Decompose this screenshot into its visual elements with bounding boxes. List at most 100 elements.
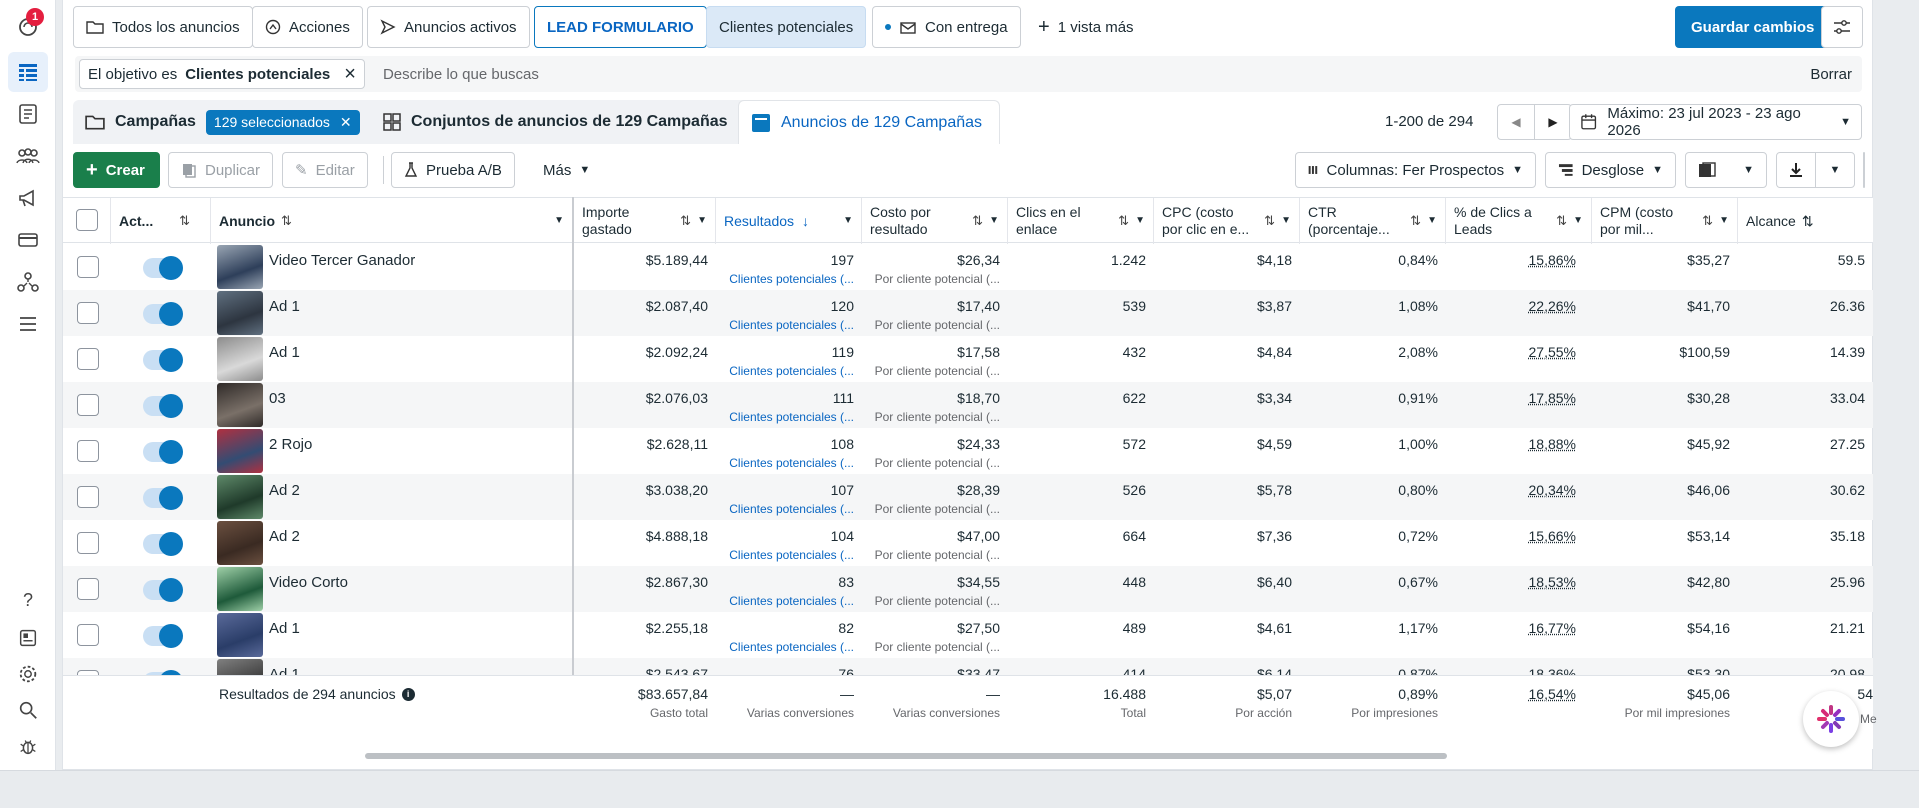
header-status[interactable]: Act... ⇅ bbox=[111, 198, 211, 244]
tab-campaigns[interactable]: Campañas 129 seleccionados ✕ bbox=[73, 100, 545, 144]
campaigns-table-icon[interactable] bbox=[8, 52, 48, 92]
row-checkbox[interactable] bbox=[77, 578, 99, 600]
clear-filters-button[interactable]: Borrar bbox=[1810, 65, 1852, 83]
ad-thumbnail[interactable] bbox=[217, 291, 263, 335]
reports-icon[interactable] bbox=[8, 94, 48, 134]
view-todos-los-anuncios[interactable]: Todos los anuncios bbox=[73, 6, 253, 48]
row-checkbox[interactable] bbox=[77, 624, 99, 646]
table-row[interactable]: 2 Rojo $2.628,11 108 Clientes potenciales (… bbox=[63, 428, 1873, 474]
news-icon[interactable] bbox=[8, 618, 48, 658]
help-icon[interactable]: ? bbox=[22, 589, 33, 610]
table-row[interactable]: Ad 2 $3.038,20 107 Clientes potenciales (..… bbox=[63, 474, 1873, 520]
settings-icon[interactable] bbox=[8, 654, 48, 694]
columns-button[interactable]: Columnas: Fer Prospectos ▼ bbox=[1295, 152, 1536, 188]
row-checkbox[interactable] bbox=[77, 440, 99, 462]
ads-megaphone-icon[interactable] bbox=[8, 178, 48, 218]
table-row[interactable]: 03 $2.076,03 111 Clientes potenciales (... $… bbox=[63, 382, 1873, 428]
view-acciones[interactable]: Acciones bbox=[252, 6, 363, 48]
status-toggle[interactable] bbox=[143, 624, 183, 648]
header-results[interactable]: Resultados ↓ ▼ bbox=[716, 198, 862, 244]
selection-pill[interactable]: 129 seleccionados ✕ bbox=[205, 109, 360, 135]
export-button[interactable] bbox=[1776, 152, 1816, 188]
row-checkbox[interactable] bbox=[77, 348, 99, 370]
cell-subtext[interactable]: Clientes potenciales (... bbox=[729, 502, 854, 516]
ad-name[interactable]: Ad 1 bbox=[269, 344, 300, 361]
row-checkbox[interactable] bbox=[77, 302, 99, 324]
cell-subtext[interactable]: Clientes potenciales (... bbox=[729, 594, 854, 608]
notifications-icon[interactable]: 1 bbox=[8, 6, 48, 46]
status-toggle[interactable] bbox=[143, 670, 183, 675]
header-ctr[interactable]: CTR (porcentaje... ⇅ ▼ bbox=[1300, 198, 1446, 244]
ad-name[interactable]: 03 bbox=[269, 390, 286, 407]
tab-ads[interactable]: Anuncios de 129 Campañas bbox=[738, 100, 1000, 144]
date-range-picker[interactable]: Máximo: 23 jul 2023 - 23 ago 2026 ▼ bbox=[1569, 104, 1862, 140]
ad-name[interactable]: Ad 1 bbox=[269, 666, 300, 675]
next-page-button[interactable]: ▶ bbox=[1534, 104, 1572, 140]
table-row[interactable]: Ad 1 $2.092,24 119 Clientes potenciales (..… bbox=[63, 336, 1873, 382]
row-checkbox[interactable] bbox=[77, 394, 99, 416]
ad-name[interactable]: Ad 2 bbox=[269, 482, 300, 499]
status-toggle[interactable] bbox=[143, 394, 183, 418]
status-toggle[interactable] bbox=[143, 486, 183, 510]
cell-subtext[interactable]: Clientes potenciales (... bbox=[729, 456, 854, 470]
assistant-flower-button[interactable] bbox=[1803, 691, 1859, 747]
header-cpm[interactable]: CPM (costo por mil... ⇅ ▼ bbox=[1592, 198, 1738, 244]
export-dropdown-button[interactable]: ▼ bbox=[1815, 152, 1855, 188]
duplicate-button[interactable]: Duplicar bbox=[168, 152, 274, 188]
header-clicks[interactable]: Clics en el enlace ⇅ ▼ bbox=[1008, 198, 1154, 244]
ad-name[interactable]: Ad 2 bbox=[269, 528, 300, 545]
status-toggle[interactable] bbox=[143, 256, 183, 280]
audiences-icon[interactable] bbox=[8, 136, 48, 176]
status-toggle[interactable] bbox=[143, 440, 183, 464]
status-toggle[interactable] bbox=[143, 302, 183, 326]
billing-card-icon[interactable] bbox=[8, 220, 48, 260]
view-clientes-potenciales[interactable]: Clientes potenciales bbox=[706, 6, 867, 48]
cell-subtext[interactable]: Clientes potenciales (... bbox=[729, 272, 854, 286]
header-cpr[interactable]: Costo por resultado ⇅ ▼ bbox=[862, 198, 1008, 244]
header-ad[interactable]: Anuncio ⇅ ▼ bbox=[211, 198, 573, 244]
bug-report-icon[interactable] bbox=[8, 726, 48, 766]
row-checkbox[interactable] bbox=[77, 532, 99, 554]
ad-thumbnail[interactable] bbox=[217, 659, 263, 675]
table-row[interactable]: Ad 2 $4.888,18 104 Clientes potenciales (..… bbox=[63, 520, 1873, 566]
select-all-checkbox[interactable] bbox=[76, 209, 98, 231]
close-icon[interactable]: × bbox=[344, 62, 356, 85]
edit-button[interactable]: ✎ Editar bbox=[282, 152, 368, 188]
search-icon[interactable] bbox=[8, 690, 48, 730]
breakdown-button[interactable]: Desglose ▼ bbox=[1545, 152, 1676, 188]
accounts-network-icon[interactable] bbox=[8, 262, 48, 302]
settings-sliders-button[interactable] bbox=[1821, 6, 1863, 48]
reports-dropdown-button[interactable]: ▼ bbox=[1685, 152, 1767, 188]
tab-adsets[interactable]: Conjuntos de anuncios de 129 Campañas bbox=[371, 100, 793, 144]
ad-thumbnail[interactable] bbox=[217, 245, 263, 289]
table-row[interactable]: Ad 1 $2.255,18 82 Clientes potenciales (...… bbox=[63, 612, 1873, 658]
row-checkbox[interactable] bbox=[77, 256, 99, 278]
view-anuncios-activos[interactable]: Anuncios activos bbox=[367, 6, 530, 48]
view-lead-formulario[interactable]: LEAD FORMULARIO bbox=[534, 6, 707, 48]
cell-subtext[interactable]: Clientes potenciales (... bbox=[729, 640, 854, 654]
cell-subtext[interactable]: Clientes potenciales (... bbox=[729, 548, 854, 562]
prev-page-button[interactable]: ◀ bbox=[1497, 104, 1535, 140]
ad-name[interactable]: Ad 1 bbox=[269, 298, 300, 315]
view-con-entrega[interactable]: Con entrega bbox=[872, 6, 1021, 48]
view-more-views[interactable]: + 1 vista más bbox=[1026, 6, 1146, 48]
ad-name[interactable]: 2 Rojo bbox=[269, 436, 313, 453]
save-changes-button[interactable]: Guardar cambios bbox=[1675, 6, 1831, 48]
cell-subtext[interactable]: Clientes potenciales (... bbox=[729, 364, 854, 378]
ad-thumbnail[interactable] bbox=[217, 429, 263, 473]
create-button[interactable]: + Crear bbox=[73, 152, 160, 188]
info-icon[interactable]: i bbox=[401, 687, 415, 701]
table-row[interactable]: Ad 1 $2.543,67 76Clientes potenciales (...… bbox=[63, 658, 1873, 675]
table-row[interactable]: Video Tercer Ganador $5.189,44 197 Clientes… bbox=[63, 244, 1873, 290]
cell-subtext[interactable]: Clientes potenciales (... bbox=[729, 410, 854, 424]
ad-thumbnail[interactable] bbox=[217, 475, 263, 519]
ad-name[interactable]: Video Corto bbox=[269, 574, 348, 591]
ad-thumbnail[interactable] bbox=[217, 521, 263, 565]
header-reach[interactable]: Alcance ⇅ bbox=[1738, 198, 1873, 244]
ad-thumbnail[interactable] bbox=[217, 613, 263, 657]
ad-name[interactable]: Video Tercer Ganador bbox=[269, 252, 416, 269]
cell-subtext[interactable]: Clientes potenciales (... bbox=[729, 318, 854, 332]
search-input[interactable]: Describe lo que buscas bbox=[382, 65, 539, 83]
more-button[interactable]: Más ▼ bbox=[531, 152, 603, 188]
header-cpc[interactable]: CPC (costo por clic en e... ⇅ ▼ bbox=[1154, 198, 1300, 244]
